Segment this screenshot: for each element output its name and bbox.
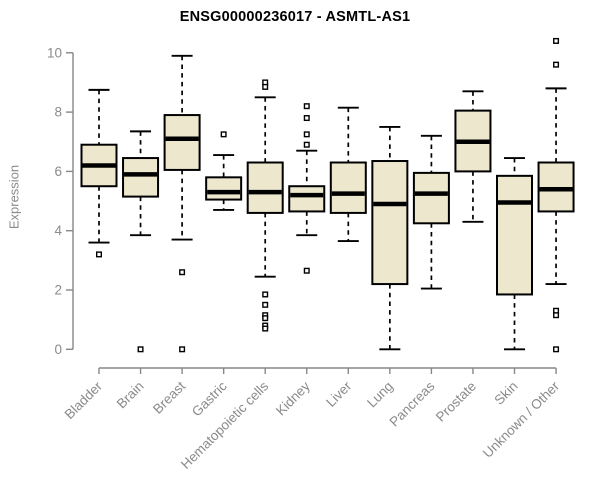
y-tick-label: 2: [54, 283, 62, 298]
box-brain: [122, 130, 160, 353]
iqr-box: [122, 157, 160, 198]
outlier-point: [553, 37, 560, 44]
x-tick-label-lung: Lung: [364, 379, 396, 411]
x-tick-label-unknown-other: Unknown / Other: [480, 378, 563, 461]
outlier-point: [137, 346, 144, 353]
box-prostate: [454, 90, 492, 223]
iqr-box: [246, 161, 284, 214]
y-axis: 0 2 4 6 8 10: [47, 45, 74, 357]
x-tick-label-kidney: Kidney: [273, 378, 313, 418]
x-tick-label-liver: Liver: [323, 378, 355, 410]
iqr-box: [329, 161, 367, 214]
iqr-box: [163, 114, 201, 171]
x-tick-label-bladder: Bladder: [62, 378, 106, 422]
iqr-box: [288, 185, 326, 213]
outlier-point: [303, 103, 310, 110]
x-tick-label-pancreas: Pancreas: [387, 378, 438, 429]
outlier-point: [95, 251, 102, 258]
y-tick-label: 10: [47, 45, 62, 60]
x-tick-label-skin: Skin: [491, 379, 520, 408]
outlier-point: [179, 269, 186, 276]
x-tick-label-gastric: Gastric: [189, 378, 230, 419]
box-liver: [329, 106, 367, 243]
outlier-point: [303, 141, 310, 148]
outlier-point: [303, 267, 310, 274]
box-hematopoietic-cells: [246, 79, 284, 332]
iqr-box: [412, 171, 450, 225]
outlier-point: [179, 346, 186, 353]
outlier-point: [303, 131, 310, 138]
y-tick-label: 8: [54, 105, 62, 120]
outlier-point: [220, 131, 227, 138]
outlier-point: [303, 115, 310, 122]
y-tick-label: 6: [54, 164, 62, 179]
outlier-point: [262, 301, 269, 308]
box-unknown-other: [537, 37, 575, 353]
box-pancreas: [412, 134, 450, 290]
outlier-point: [262, 291, 269, 298]
x-tick-label-brain: Brain: [114, 379, 147, 412]
outlier-point: [262, 83, 269, 90]
outlier-point: [262, 325, 269, 332]
box-lung: [371, 125, 409, 351]
iqr-box: [496, 174, 533, 296]
iqr-box: [371, 160, 409, 286]
box-breast: [163, 54, 201, 353]
box-skin: [496, 157, 533, 351]
outlier-point: [553, 312, 560, 319]
y-tick-label: 0: [54, 342, 62, 357]
box-bladder: [80, 88, 118, 258]
outlier-point: [553, 346, 560, 353]
box-gastric: [205, 131, 243, 211]
iqr-box: [205, 176, 243, 201]
chart-title: ENSG00000236017 - ASMTL-AS1: [179, 9, 411, 25]
outlier-point: [553, 61, 560, 68]
x-tick-label-prostate: Prostate: [433, 379, 479, 425]
y-tick-label: 4: [54, 223, 62, 238]
outlier-point: [262, 315, 269, 322]
box-kidney: [288, 103, 326, 274]
x-tick-label-breast: Breast: [150, 378, 188, 416]
